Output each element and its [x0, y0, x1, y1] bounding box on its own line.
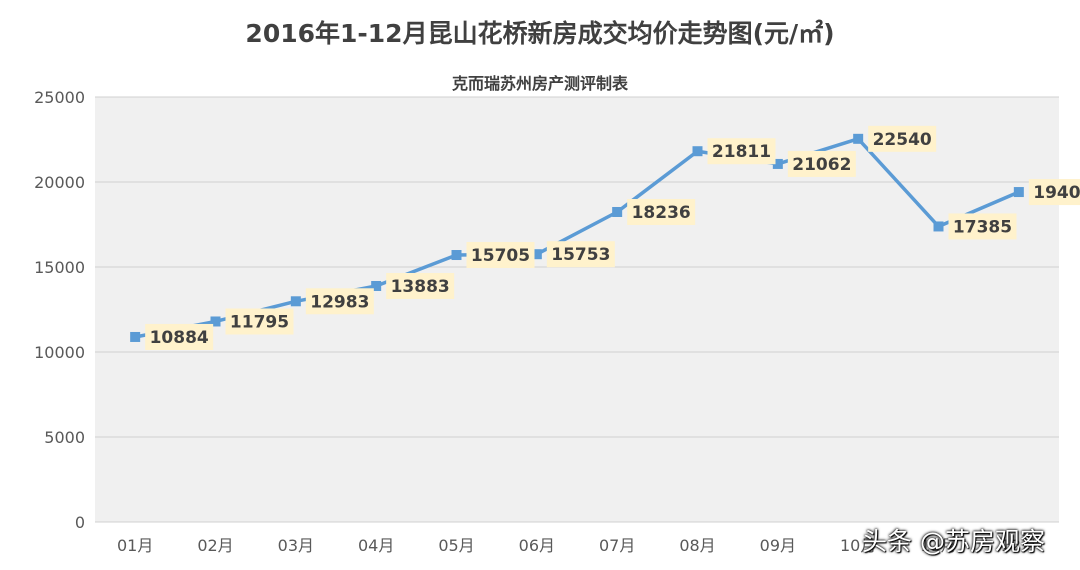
data-label: 13883: [391, 277, 450, 297]
data-label-bg: [386, 272, 455, 299]
x-tick-label: 09月: [760, 536, 796, 555]
data-point: [451, 250, 462, 261]
data-label: 21811: [712, 142, 771, 162]
data-point: [531, 249, 542, 260]
data-label: 17385: [953, 217, 1012, 237]
data-label-bg: [145, 323, 214, 350]
y-axis-ticks: 0 5000 10000 15000 20000 25000: [34, 88, 85, 532]
y-tick-label: 15000: [34, 258, 85, 277]
x-axis-ticks: 01月 02月 03月 04月 05月 06月 07月 08月 09月 10月 11月 12月: [117, 536, 1037, 555]
x-tick-label: 04月: [358, 536, 394, 555]
data-label: 12983: [310, 292, 369, 312]
data-label: 21062: [792, 155, 851, 175]
watermark-text: 头条 @苏房观察: [862, 527, 1045, 556]
x-tick-label: 07月: [599, 536, 635, 555]
data-label-bg: [466, 242, 535, 269]
data-label: 10884: [150, 328, 209, 348]
x-tick-label: 08月: [679, 536, 715, 555]
y-tick-label: 10000: [34, 343, 85, 362]
data-label-bg: [225, 308, 294, 335]
data-point: [290, 296, 301, 307]
series-line: [134, 137, 1020, 339]
data-label: 19409: [1033, 183, 1080, 203]
data-point: [692, 146, 703, 157]
data-label: 11795: [230, 312, 289, 332]
x-tick-label: 11月: [920, 536, 956, 555]
data-label-bg: [627, 198, 696, 225]
chart-subtitle: 克而瑞苏州房产测评制表: [451, 74, 628, 93]
data-label-bg: [305, 288, 374, 315]
x-tick-label: 06月: [519, 536, 555, 555]
series-price: [130, 133, 1024, 342]
data-label: 18236: [632, 203, 691, 223]
y-tick-label: 25000: [34, 88, 85, 107]
x-tick-label: 02月: [197, 536, 233, 555]
data-label-bg: [948, 213, 1017, 240]
x-tick-label: 12月: [1001, 536, 1037, 555]
data-label: 15705: [471, 246, 530, 266]
data-point: [933, 221, 944, 232]
data-label: 15753: [551, 245, 610, 265]
data-point: [612, 206, 623, 217]
y-tick-label: 0: [75, 513, 85, 532]
x-tick-label: 03月: [278, 536, 314, 555]
chart-title: 2016年1-12月昆山花桥新房成交均价走势图(元/㎡): [245, 19, 835, 48]
data-point: [1013, 187, 1024, 198]
y-tick-label: 20000: [34, 173, 85, 192]
data-point: [130, 331, 141, 342]
data-point: [853, 133, 864, 144]
data-point: [210, 316, 221, 327]
data-labels: 10884 11795 12983 13883 15705 15753 18236 21811…: [145, 125, 1080, 350]
data-point: [772, 158, 783, 169]
x-tick-label: 01月: [117, 536, 153, 555]
y-tick-label: 5000: [44, 428, 85, 447]
data-label-bg: [546, 241, 615, 268]
data-label: 22540: [873, 130, 932, 150]
x-tick-label: 10月: [840, 536, 876, 555]
data-label-bg: [707, 138, 776, 165]
data-label-bg: [868, 125, 937, 152]
data-label-bg: [787, 150, 856, 177]
data-label-bg: [1028, 179, 1080, 206]
data-point: [371, 280, 382, 291]
x-tick-label: 05月: [438, 536, 474, 555]
